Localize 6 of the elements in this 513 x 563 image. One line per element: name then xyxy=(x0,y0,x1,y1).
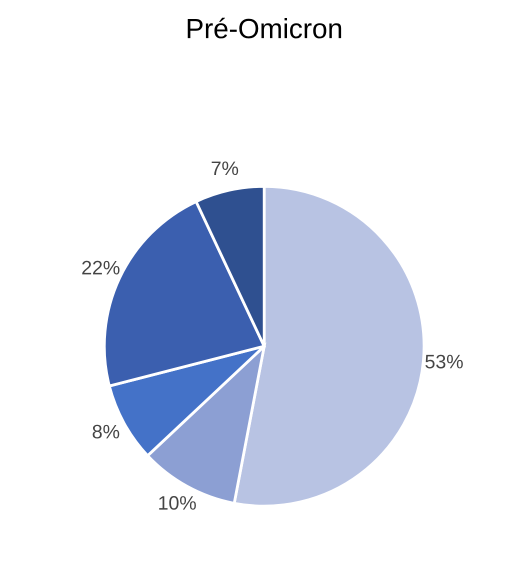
data-label: 10% xyxy=(159,496,196,510)
data-label: 8% xyxy=(92,424,120,439)
chart-title: Pré-Omicron xyxy=(188,18,342,38)
data-label: 7% xyxy=(212,161,238,176)
data-label: 53% xyxy=(425,354,463,368)
data-label: 22% xyxy=(82,260,120,274)
